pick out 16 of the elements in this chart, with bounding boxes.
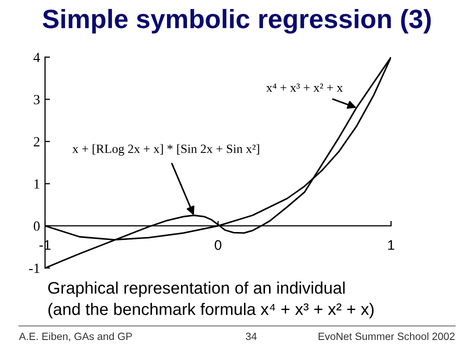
y-tick-label: 3 xyxy=(34,94,40,104)
annotation: x⁴ + x³ + x² + x xyxy=(266,84,343,92)
text: (and the benchmark formula x⁴ + x³ + x² + x) xyxy=(48,302,374,318)
y-tick-label: 4 xyxy=(33,52,40,62)
y-tick-label: 1 xyxy=(34,179,40,188)
y-tick-label: -1 xyxy=(29,264,40,273)
text: Graphical representation of an individual xyxy=(48,282,345,298)
x-tick-label: 0 xyxy=(214,240,222,250)
y-tick-label: 0 xyxy=(34,221,40,231)
chart-title: Simple symbolic regression (3) xyxy=(42,8,431,34)
x-tick-label: 1 xyxy=(388,240,394,250)
text: 34 xyxy=(246,332,257,340)
y-tick-label: 2 xyxy=(34,137,40,146)
text: A.E. Eiben, GAs and GP xyxy=(18,332,132,342)
text: EvoNet Summer School 2002 xyxy=(318,332,455,340)
annotation: x + [RLog 2x + x] * [Sin 2x + Sin x²] xyxy=(72,144,260,156)
